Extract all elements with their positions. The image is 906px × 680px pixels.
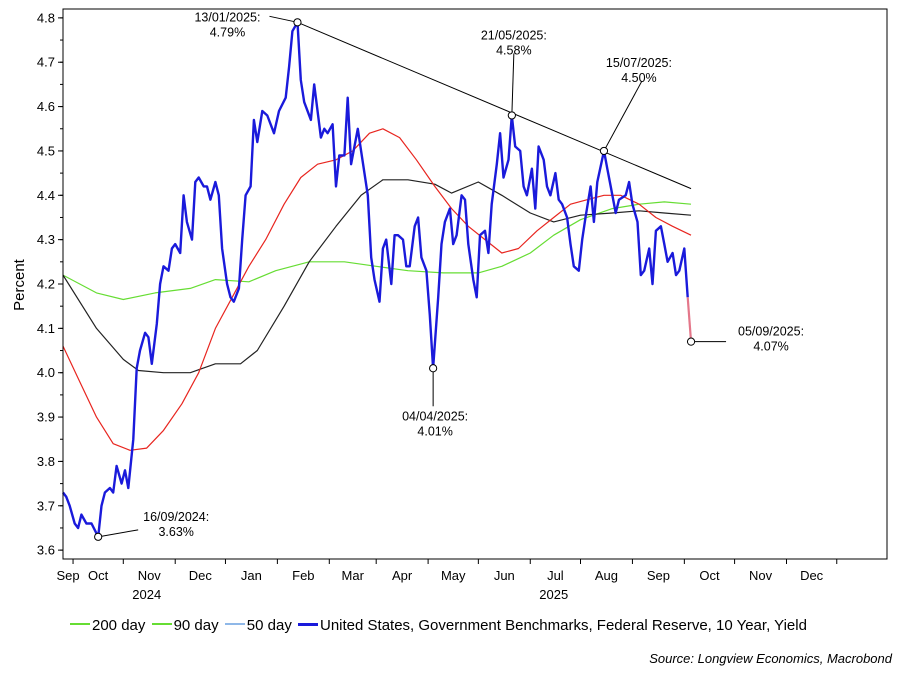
y-tick-label: 4.0 bbox=[37, 365, 55, 380]
x-year-label: 2025 bbox=[539, 587, 568, 602]
annotation-value: 4.01% bbox=[417, 424, 452, 438]
x-tick-label: Jun bbox=[494, 568, 515, 583]
y-axis-label: Percent bbox=[11, 258, 28, 311]
annotation-marker bbox=[293, 18, 302, 27]
y-tick-label: 4.3 bbox=[37, 232, 55, 247]
series-lines bbox=[62, 21, 693, 538]
annotation-leader bbox=[603, 80, 643, 152]
annotation-leader bbox=[511, 53, 515, 116]
legend-label-200-day: 200 day bbox=[92, 617, 146, 634]
series-line-ma50 bbox=[63, 128, 692, 451]
x-tick-label: Nov bbox=[749, 568, 773, 583]
annotation-leader bbox=[98, 529, 139, 538]
series-line-yield bbox=[62, 21, 689, 538]
y-tick-label: 3.9 bbox=[37, 410, 55, 425]
x-tick-label: Mar bbox=[342, 568, 365, 583]
x-tick-label: Aug bbox=[595, 568, 618, 583]
x-tick-label: May bbox=[441, 568, 466, 583]
x-axis-ticks: Sep Oct Nov Dec Jan Feb Mar Apr May Jun Jul Aug Sep O… bbox=[56, 559, 838, 602]
x-tick-label: Jan bbox=[241, 568, 262, 583]
legend: 200 day 90 day 50 day United States, Gov… bbox=[70, 617, 809, 634]
annotations: 13/01/2025:4.79% 21/05/2025:4.58% 15/07/20… bbox=[94, 10, 804, 541]
y-tick-label: 4.6 bbox=[37, 99, 55, 114]
x-tick-label: Dec bbox=[800, 568, 824, 583]
plot-frame bbox=[62, 8, 888, 560]
annotation-date: 13/01/2025: bbox=[194, 10, 260, 24]
annotation-marker bbox=[94, 532, 103, 541]
legend-label-50-day: 50 day bbox=[246, 617, 292, 634]
legend-swatch-us-10y-yield bbox=[298, 622, 318, 626]
x-tick-label: Dec bbox=[189, 568, 213, 583]
y-tick-label: 3.6 bbox=[37, 543, 55, 558]
annotation-value: 4.58% bbox=[496, 43, 531, 57]
trend-line bbox=[297, 21, 692, 190]
legend-label-90-day: 90 day bbox=[173, 617, 219, 634]
annotation-value: 4.50% bbox=[621, 71, 656, 85]
source-note: Source: Longview Economics, Macrobond bbox=[649, 651, 892, 666]
x-tick-label: Feb bbox=[292, 568, 314, 583]
series-line-ma200 bbox=[63, 201, 692, 301]
annotation-date: 21/05/2025: bbox=[481, 28, 547, 42]
x-year-label: 2024 bbox=[132, 587, 161, 602]
legend-item-200-day: 200 day bbox=[70, 617, 145, 634]
annotation-marker bbox=[599, 146, 609, 156]
annotation-date: 16/09/2024: bbox=[143, 510, 209, 524]
y-tick-label: 4.2 bbox=[37, 277, 55, 292]
y-tick-label: 4.5 bbox=[37, 143, 55, 158]
annotation-date: 15/07/2025: bbox=[606, 56, 672, 70]
legend-item-50-day: 50 day bbox=[224, 617, 292, 634]
y-axis-ticks: 3.6 3.7 3.8 3.9 4.0 4.1 4.2 4.3 4.4 4.5 4.6 4.7 4.8 bbox=[37, 10, 63, 558]
annotation-marker bbox=[429, 364, 438, 373]
annotation-marker bbox=[686, 337, 696, 346]
legend-swatch-90-day bbox=[151, 623, 172, 626]
y-tick-label: 4.1 bbox=[37, 321, 55, 336]
legend-item-90-day: 90 day bbox=[151, 617, 219, 634]
x-tick-label: Oct bbox=[699, 568, 720, 583]
y-tick-label: 4.4 bbox=[37, 188, 55, 203]
annotation-date: 05/09/2025: bbox=[738, 325, 804, 339]
x-tick-label: Oct bbox=[88, 568, 109, 583]
annotation-value: 4.07% bbox=[753, 340, 788, 354]
y-tick-label: 4.7 bbox=[37, 55, 55, 70]
y-tick-label: 4.8 bbox=[37, 10, 55, 25]
x-tick-label: Jul bbox=[547, 568, 564, 583]
annotation-marker bbox=[507, 111, 516, 120]
legend-swatch-50-day bbox=[224, 623, 245, 626]
annotation-leader bbox=[269, 15, 298, 23]
series-line-ma90 bbox=[63, 179, 692, 374]
y-tick-label: 3.7 bbox=[37, 498, 55, 513]
legend-label-us-10y-yield: United States, Government Benchmarks, Fe… bbox=[320, 617, 807, 634]
y-tick-label: 3.8 bbox=[37, 454, 55, 469]
x-tick-label: Apr bbox=[392, 568, 413, 583]
legend-swatch-200-day bbox=[70, 623, 90, 626]
annotation-date: 04/04/2025: bbox=[402, 409, 468, 423]
series-line-yield-latest bbox=[686, 297, 693, 342]
x-tick-label: Nov bbox=[138, 568, 162, 583]
annotation-value: 3.63% bbox=[158, 525, 193, 539]
yield-chart: Percent 3.6 3.7 3.8 3.9 4.0 4.1 4.2 4.3 4.4 4.5 4.… bbox=[11, 8, 888, 602]
legend-item-us-10y-yield: United States, Government Benchmarks, Fe… bbox=[298, 617, 807, 634]
annotation-value: 4.79% bbox=[210, 25, 245, 39]
x-tick-label: Sep bbox=[56, 568, 79, 583]
x-tick-label: Sep bbox=[647, 568, 670, 583]
